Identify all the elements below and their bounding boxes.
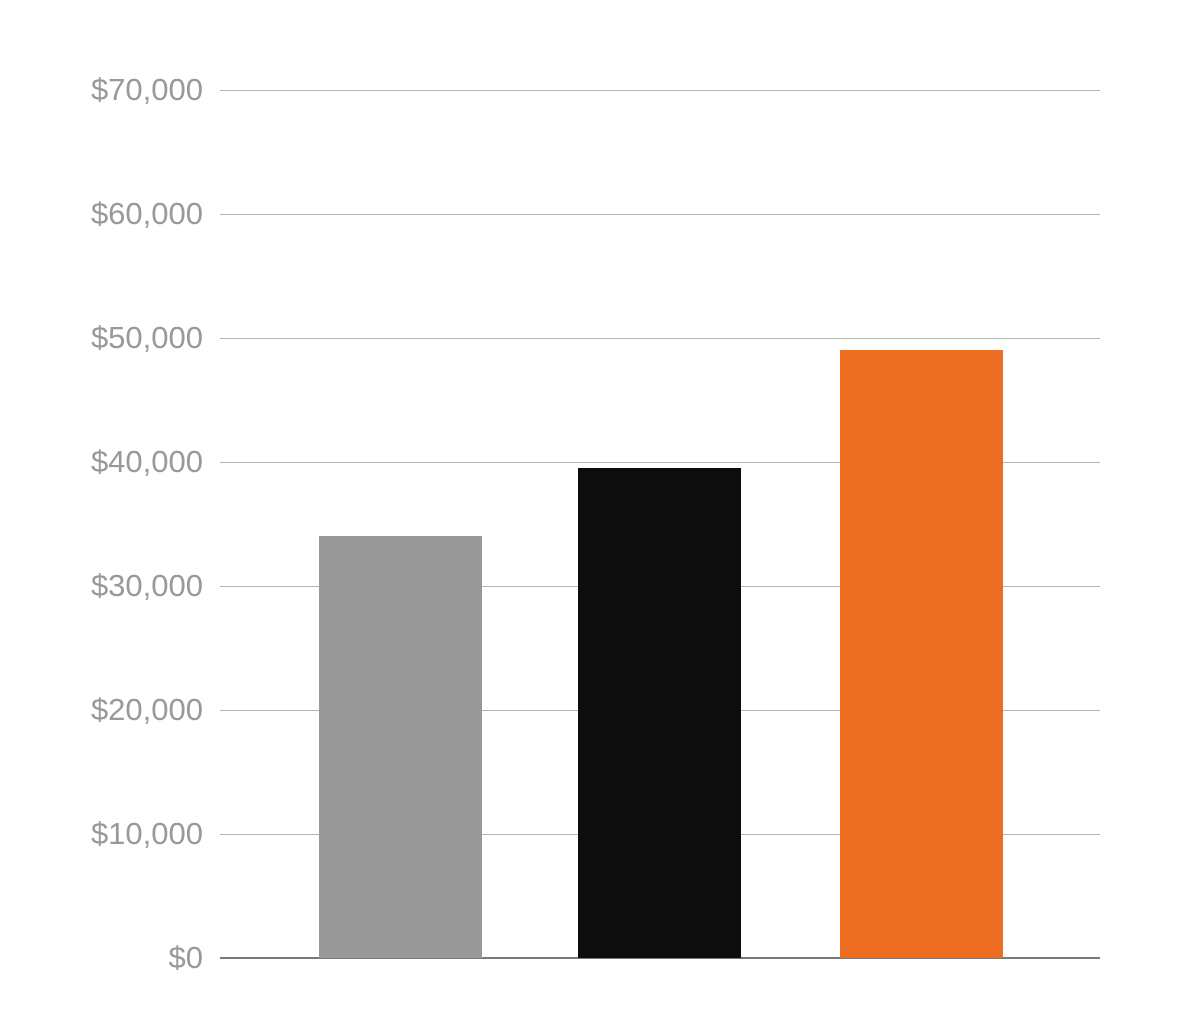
bar [319, 536, 482, 958]
bar [578, 468, 741, 958]
ytick-label: $10,000 [18, 816, 203, 852]
ytick-label: $70,000 [18, 72, 203, 108]
bar [840, 350, 1003, 958]
ytick-label: $20,000 [18, 692, 203, 728]
bar-chart: $0 $10,000 $20,000 $30,000 $40,000 $50,000 $60… [0, 0, 1203, 1031]
gridline [220, 338, 1100, 339]
ytick-label: $0 [18, 940, 203, 976]
ytick-label: $30,000 [18, 568, 203, 604]
plot-area [220, 90, 1100, 958]
gridline [220, 214, 1100, 215]
ytick-label: $50,000 [18, 320, 203, 356]
gridline [220, 90, 1100, 91]
ytick-label: $60,000 [18, 196, 203, 232]
ytick-label: $40,000 [18, 444, 203, 480]
